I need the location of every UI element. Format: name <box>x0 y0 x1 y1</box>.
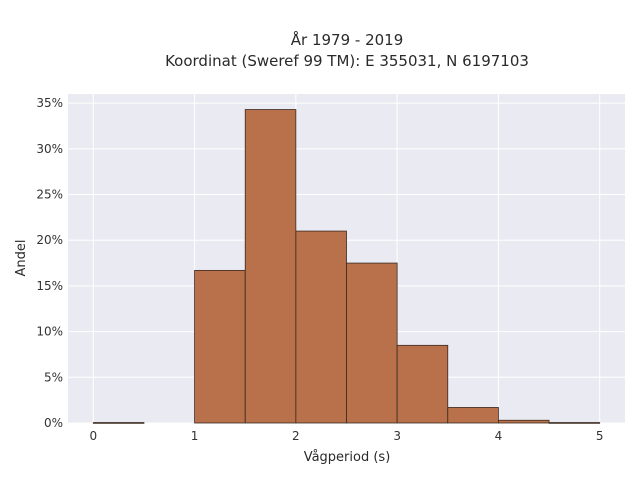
histogram-bar <box>548 422 601 424</box>
chart-title-line2: Koordinat (Sweref 99 TM): E 355031, N 61… <box>165 52 529 70</box>
x-tick-label: 3 <box>393 429 401 443</box>
y-tick-label: 15% <box>36 279 63 293</box>
histogram-bars <box>92 109 601 424</box>
y-tick-label: 25% <box>36 188 63 202</box>
histogram-bar <box>92 422 145 424</box>
y-axis-ticks: 0% 5% 10% 15% 20% 25% 30% 35% <box>36 96 63 430</box>
x-tick-label: 0 <box>89 429 97 443</box>
histogram-bar <box>244 109 297 424</box>
y-tick-label: 5% <box>44 370 63 384</box>
x-axis-ticks: 0 1 2 3 4 5 <box>89 429 603 443</box>
y-tick-label: 20% <box>36 233 63 247</box>
y-tick-label: 30% <box>36 142 63 156</box>
y-tick-label: 35% <box>36 96 63 110</box>
x-tick-label: 2 <box>292 429 300 443</box>
histogram-bar <box>498 419 550 424</box>
histogram-bar <box>396 344 449 424</box>
histogram-bar <box>447 407 499 424</box>
x-tick-label: 5 <box>596 429 604 443</box>
y-tick-label: 10% <box>36 325 63 339</box>
y-axis-label: Andel <box>14 240 29 277</box>
y-tick-label: 0% <box>44 416 63 430</box>
x-axis-label: Vågperiod (s) <box>304 450 391 465</box>
chart-title-line1: År 1979 - 2019 <box>291 30 404 49</box>
x-tick-label: 1 <box>191 429 199 443</box>
histogram-bar <box>346 262 398 424</box>
histogram-bar <box>295 230 347 424</box>
histogram-bar <box>194 269 246 424</box>
x-tick-label: 4 <box>495 429 503 443</box>
